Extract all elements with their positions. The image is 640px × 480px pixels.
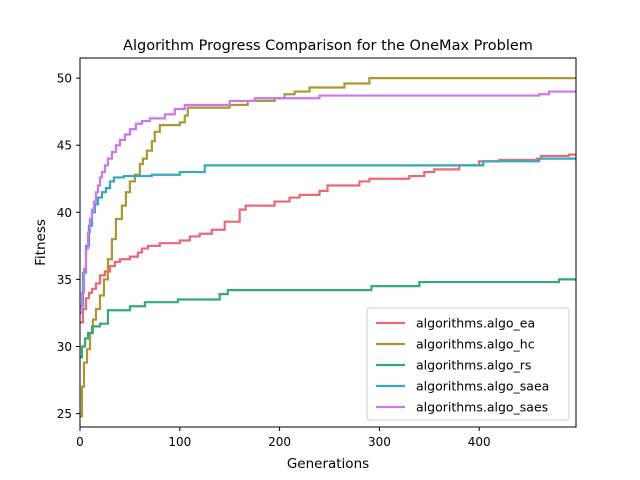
legend-label-0: algorithms.algo_ea [416,316,535,331]
y-tick-label-4: 45 [57,139,72,153]
y-tick-label-1: 30 [57,340,72,354]
legend: algorithms.algo_ea algorithms.algo_hcalgo… [366,307,570,421]
y-axis-ticks: 25 30 35 40 45 50 [57,72,80,421]
plot-frame [79,57,577,428]
y-tick-label-5: 50 [57,72,72,86]
legend-box [366,307,570,421]
x-tick-label-2: 200 [268,435,291,449]
series-line-2 [80,278,576,359]
x-axis-label: Generations [287,456,369,472]
legend-label-4: algorithms.algo_saes [416,400,548,415]
y-tick-label-3: 40 [57,206,72,220]
chart-title: Algorithm Progress Comparison for the On… [123,38,533,54]
legend-label-1: algorithms.algo_hc [416,337,535,352]
x-tick-label-0: 0 [76,435,84,449]
x-tick-label-3: 300 [368,435,391,449]
series-line-0 [80,153,576,324]
legend-label-2: algorithms.algo_rs [416,358,531,373]
series-line-4 [80,90,576,315]
x-tick-label-1: 100 [168,435,191,449]
series-line-3 [80,157,576,308]
y-tick-label-2: 35 [57,273,72,287]
x-axis-ticks: 0 100 200 300 400 [76,427,491,449]
x-tick-label-4: 400 [468,435,491,449]
series-group [80,77,576,418]
y-tick-label-0: 25 [57,407,72,421]
y-axis-label: Fitness [33,219,49,266]
legend-label-3: algorithms.algo_saea [416,379,549,394]
